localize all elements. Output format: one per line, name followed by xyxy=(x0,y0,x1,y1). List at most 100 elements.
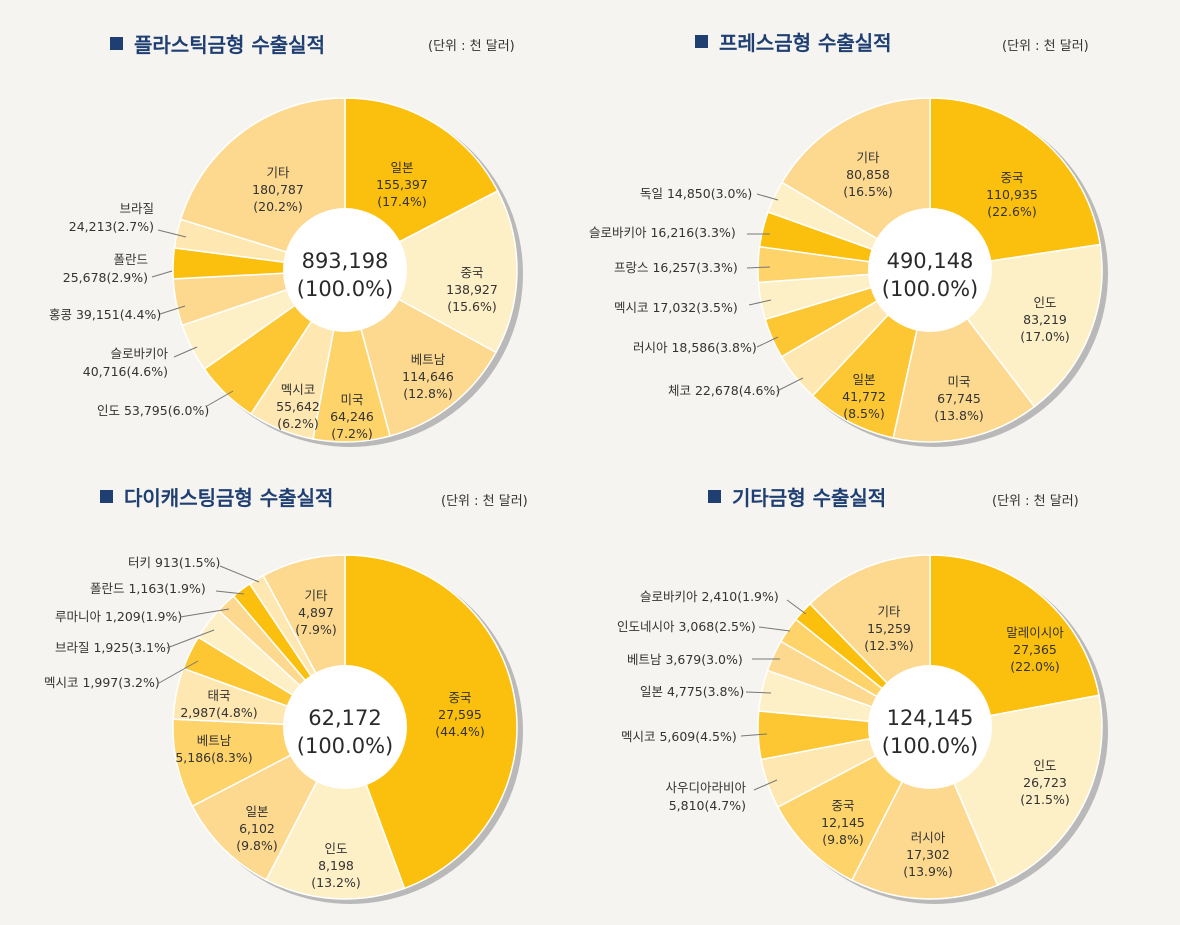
slice-label: (9.8%) xyxy=(822,832,864,847)
external-slice-label: 폴란드 xyxy=(113,252,148,267)
slice-label: 6,102 xyxy=(239,821,275,836)
leader-line xyxy=(157,229,187,238)
slice-label: 138,927 xyxy=(446,282,498,297)
leader-line xyxy=(756,193,779,201)
chart-title: 기타금형 수출실적 xyxy=(732,486,886,510)
leader-line xyxy=(740,733,768,737)
external-slice-label: 슬로바키아 2,410(1.9%) xyxy=(640,589,779,604)
slice-label: 일본 xyxy=(390,160,413,175)
external-slice-label: 25,678(2.9%) xyxy=(63,270,148,285)
external-slice-label: 체코 22,678(4.6%) xyxy=(668,383,780,398)
total-percent-label: (100.0%) xyxy=(882,277,978,301)
slice-label: 4,897 xyxy=(298,605,334,620)
pie-slice xyxy=(343,189,518,354)
slice-label: 27,365 xyxy=(1013,642,1057,657)
slice-label: 중국 xyxy=(448,690,471,705)
leader-line xyxy=(758,626,791,632)
slice-label: 중국 xyxy=(460,265,483,280)
external-slice-label: 터키 913(1.5%) xyxy=(128,555,220,570)
slice-label: (12.3%) xyxy=(864,638,913,653)
external-slice-label: 프랑스 16,257(3.3%) xyxy=(614,260,738,275)
slice-label: 말레이시아 xyxy=(1006,625,1064,640)
leader-line xyxy=(746,266,771,269)
leader-line xyxy=(776,377,804,392)
slice-label: 2,987(4.8%) xyxy=(180,705,257,720)
slice-label: 러시아 xyxy=(911,830,946,845)
external-slice-label: 40,716(4.6%) xyxy=(83,364,168,379)
title-square-icon xyxy=(110,37,123,50)
slice-label: 55,642 xyxy=(276,399,320,414)
slice-label: (21.5%) xyxy=(1020,792,1069,807)
chart-title: 플라스틱금형 수출실적 xyxy=(134,33,325,57)
slice-label: 27,595 xyxy=(438,707,482,722)
slice-label: 베트남 xyxy=(411,352,446,367)
external-slice-label: 슬로바키아 16,216(3.3%) xyxy=(589,225,736,240)
slice-label: 80,858 xyxy=(846,167,890,182)
leader-line xyxy=(753,779,778,791)
slice-label: (22.0%) xyxy=(1010,659,1059,674)
total-percent-label: (100.0%) xyxy=(297,277,393,301)
slice-label: (13.9%) xyxy=(903,864,952,879)
total-value-label: 62,172 xyxy=(308,706,381,730)
slice-label: 83,219 xyxy=(1023,312,1067,327)
external-slice-label: 사우디아라비아 xyxy=(665,780,746,795)
slice-label: 114,646 xyxy=(402,369,454,384)
leader-line xyxy=(159,305,186,315)
slice-label: (44.4%) xyxy=(435,724,484,739)
slice-label: 일본 xyxy=(852,372,875,387)
pie-center-hole xyxy=(283,665,407,789)
slice-label: 일본 xyxy=(245,804,268,819)
slice-label: (13.8%) xyxy=(934,408,983,423)
pie-center-hole xyxy=(868,665,992,789)
slice-label: (8.5%) xyxy=(843,406,885,421)
leader-line xyxy=(158,660,199,684)
slice-label: 17,302 xyxy=(906,847,950,862)
external-slice-label: 일본 4,775(3.8%) xyxy=(640,684,744,699)
slice-label: 멕시코 xyxy=(281,382,316,397)
unit-label: (단위 : 천 달러) xyxy=(441,494,528,509)
slice-label: 인도 xyxy=(324,841,347,856)
slice-label: (7.2%) xyxy=(331,426,373,441)
slice-label: 15,259 xyxy=(867,621,911,636)
slice-label: 180,787 xyxy=(252,182,304,197)
leader-line xyxy=(786,599,807,615)
external-slice-label: 홍콩 39,151(4.4%) xyxy=(49,307,161,322)
slice-label: 중국 xyxy=(1000,170,1023,185)
slice-label: 기타 xyxy=(856,150,880,165)
external-slice-label: 멕시코 17,032(3.5%) xyxy=(614,300,738,315)
slice-label: (17.0%) xyxy=(1020,329,1069,344)
unit-label: (단위 : 천 달러) xyxy=(1002,39,1089,54)
chart-title: 프레스금형 수출실적 xyxy=(719,31,892,55)
external-slice-label: 브라질 xyxy=(119,201,154,216)
total-percent-label: (100.0%) xyxy=(297,734,393,758)
slice-label: 8,198 xyxy=(318,858,354,873)
total-percent-label: (100.0%) xyxy=(882,734,978,758)
unit-label: (단위 : 천 달러) xyxy=(428,39,515,54)
leader-line xyxy=(173,346,198,358)
pie-slice xyxy=(344,554,518,890)
slice-label: (17.4%) xyxy=(377,194,426,209)
leader-line xyxy=(179,608,230,618)
leader-line xyxy=(748,299,772,306)
slice-label: (20.2%) xyxy=(253,199,302,214)
slice-label: 인도 xyxy=(1033,758,1056,773)
slice-label: 12,145 xyxy=(821,815,865,830)
slice-label: 기타 xyxy=(266,165,290,180)
external-slice-label: 멕시코 1,997(3.2%) xyxy=(44,675,160,690)
external-slice-label: 베트남 3,679(3.0%) xyxy=(627,652,743,667)
slice-label: 110,935 xyxy=(986,187,1038,202)
slice-label: 태국 xyxy=(207,688,230,703)
slice-label: 미국 xyxy=(340,392,363,407)
external-slice-label: 독일 14,850(3.0%) xyxy=(640,186,752,201)
leader-line xyxy=(151,270,173,278)
external-slice-label: 인도 53,795(6.0%) xyxy=(97,403,209,418)
leader-line xyxy=(219,565,260,583)
slice-label: (16.5%) xyxy=(843,184,892,199)
total-value-label: 124,145 xyxy=(887,706,974,730)
slice-label: 기타 xyxy=(304,588,328,603)
slice-label: (12.8%) xyxy=(403,386,452,401)
slice-label: (9.8%) xyxy=(236,838,278,853)
leader-line xyxy=(215,590,245,595)
external-slice-label: 슬로바키아 xyxy=(110,346,168,361)
leader-line xyxy=(166,629,215,649)
